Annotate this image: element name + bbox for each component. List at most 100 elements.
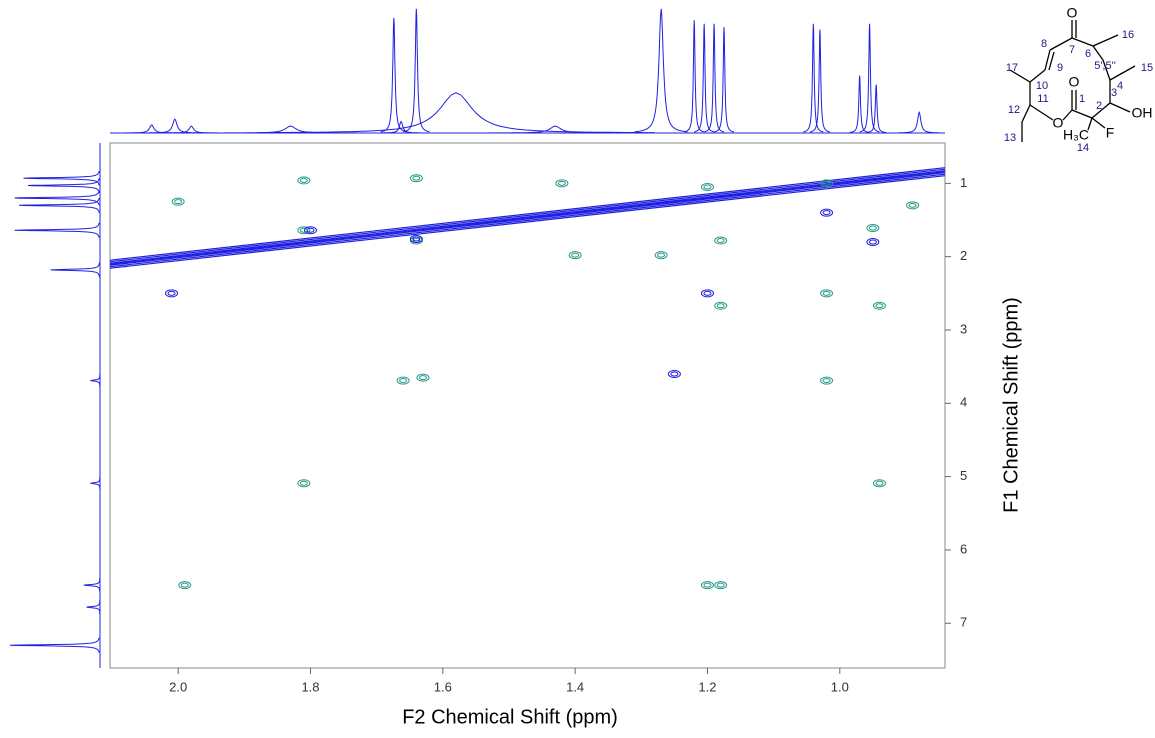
- atom-number: 15: [1141, 62, 1153, 74]
- x-axis-label: F2 Chemical Shift (ppm): [402, 706, 618, 728]
- cross-peak: [868, 239, 877, 245]
- y-tick-label: 5: [960, 468, 967, 483]
- x-tick-label: 1.6: [434, 679, 452, 694]
- cross-peak: [820, 289, 834, 298]
- cross-peak: [409, 174, 423, 183]
- cross-peak: [716, 582, 725, 588]
- cross-peak: [167, 290, 176, 296]
- atom-number: 12: [1008, 104, 1020, 116]
- f1-peak: [27, 178, 100, 193]
- cross-peak: [875, 480, 884, 486]
- cross-peak: [700, 581, 714, 590]
- cross-peak: [299, 480, 308, 486]
- cross-peak: [171, 197, 185, 206]
- diagonal: [109, 175, 946, 269]
- cross-peak: [700, 182, 714, 191]
- cross-peak: [299, 177, 308, 183]
- cross-peak: [820, 376, 834, 385]
- cross-peak: [714, 581, 728, 590]
- plot-frame: [109, 142, 946, 669]
- atom-number: 13: [1004, 132, 1016, 144]
- atom-label: O: [1069, 74, 1080, 90]
- f2-peak: [402, 8, 430, 133]
- y-tick-label: 2: [960, 248, 967, 263]
- cross-peak: [396, 376, 410, 385]
- atom-label: F: [1106, 125, 1115, 141]
- f2-peak: [713, 27, 735, 133]
- atom-label: O: [1067, 5, 1078, 21]
- f2-peak: [809, 29, 831, 133]
- cross-peak: [872, 479, 886, 488]
- cross-peak: [555, 179, 569, 188]
- atom-number: 7: [1069, 44, 1075, 56]
- y-tick-label: 4: [960, 395, 967, 410]
- diagonal: [109, 171, 946, 265]
- cross-peak: [822, 378, 831, 384]
- cross-peak: [875, 303, 884, 309]
- f2-peak: [634, 8, 688, 133]
- cross-peak: [716, 303, 725, 309]
- cross-peak: [714, 301, 728, 310]
- atom-label: O: [1053, 115, 1064, 131]
- cross-peak: [297, 479, 311, 488]
- cross-peak: [822, 180, 831, 186]
- y-tick-label: 1: [960, 175, 967, 190]
- f2-peak: [859, 23, 880, 133]
- structure-labels: O 7 8 6 16 17 9 5',5'' 15 10 4 12 11 O O…: [1004, 5, 1153, 154]
- f2-peak: [489, 125, 622, 134]
- cross-peak: [412, 175, 421, 181]
- f1-peak: [50, 262, 100, 278]
- atom-number: 11: [1037, 93, 1048, 105]
- cross-peak: [416, 373, 430, 382]
- cross-peak: [866, 237, 880, 246]
- cross-peak: [822, 290, 831, 296]
- atom-number: 9: [1057, 62, 1063, 74]
- cross-peak: [571, 252, 580, 258]
- f2-peak: [164, 125, 218, 134]
- atom-number: 17: [1006, 62, 1018, 74]
- diagonal: [109, 168, 946, 263]
- cross-peak: [820, 179, 834, 188]
- atom-number: 10: [1036, 80, 1048, 92]
- cross-peak: [297, 176, 311, 185]
- atom-number: 16: [1122, 29, 1134, 41]
- f1-peak: [89, 373, 101, 388]
- cross-peak: [306, 227, 315, 233]
- cross-peak: [299, 227, 308, 233]
- atom-number: 14: [1077, 142, 1089, 154]
- cross-peak: [866, 224, 880, 233]
- f2-peak: [257, 92, 655, 134]
- x-tick-label: 2.0: [169, 679, 187, 694]
- x-tick-label: 1.0: [831, 679, 849, 694]
- y-tick-label: 6: [960, 541, 967, 556]
- f2-peak: [381, 120, 421, 134]
- cross-peak: [303, 226, 317, 235]
- cross-peak: [703, 582, 712, 588]
- x-tick-label: 1.2: [698, 679, 716, 694]
- cross-peak: [409, 235, 423, 244]
- f2-peak: [704, 23, 724, 133]
- cross-peak: [820, 208, 834, 217]
- cross-peak: [568, 251, 582, 260]
- diagonal: [109, 172, 946, 266]
- cross-peak: [703, 184, 712, 190]
- f1-peak: [23, 170, 100, 186]
- f1-peak: [83, 577, 101, 593]
- cross-peak: [703, 290, 712, 296]
- f2-peak: [899, 111, 939, 134]
- cross-peak: [714, 236, 728, 245]
- structure: [1009, 20, 1136, 142]
- cross-peak: [165, 289, 179, 298]
- atom-label: OH: [1132, 105, 1153, 121]
- y-tick-label: 7: [960, 615, 967, 630]
- y-tick-label: 3: [960, 321, 967, 336]
- f2-peak: [866, 84, 887, 133]
- atom-number: 6: [1085, 48, 1091, 60]
- atom-number: 1: [1079, 93, 1085, 105]
- atom-number: 5',5'': [1094, 60, 1116, 72]
- cross-peak: [700, 289, 714, 298]
- atom-number: 2: [1096, 100, 1102, 112]
- f1-peak: [86, 599, 101, 615]
- f1-peak: [14, 222, 100, 238]
